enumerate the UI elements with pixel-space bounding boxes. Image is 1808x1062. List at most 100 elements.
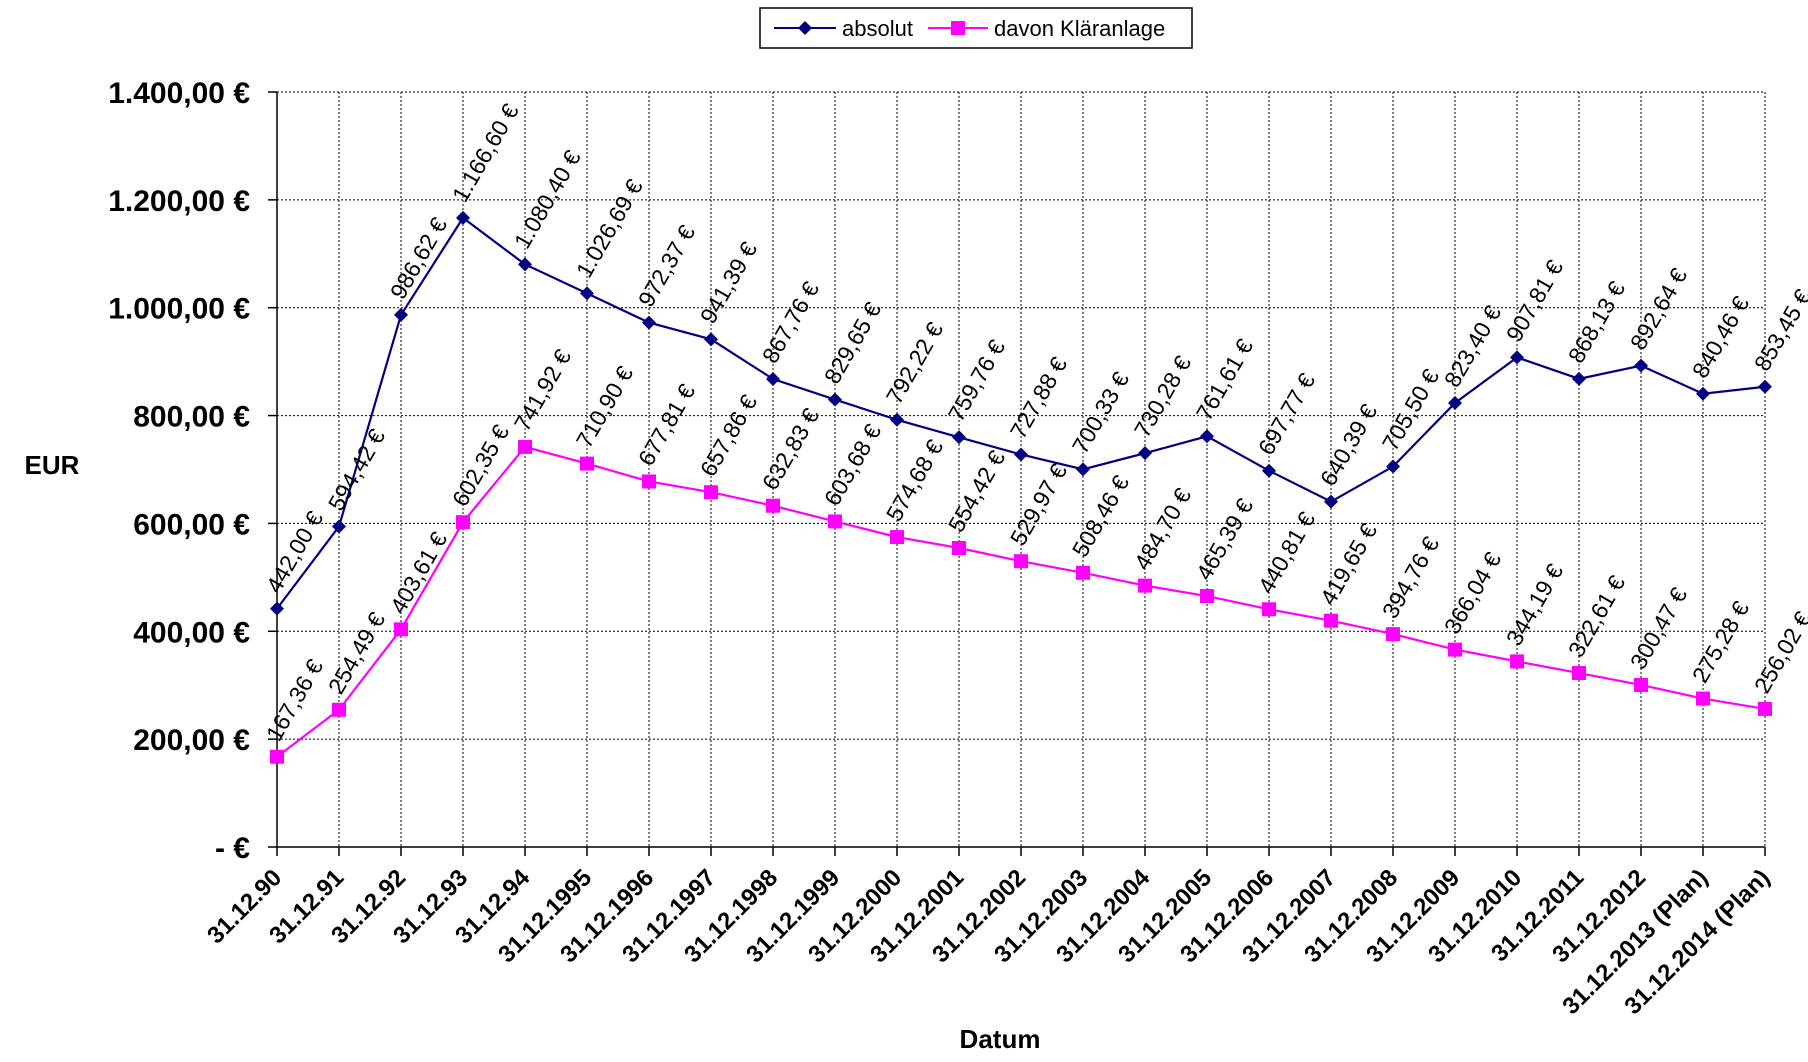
data-point-absolut bbox=[1076, 462, 1090, 477]
data-point-absolut bbox=[332, 519, 346, 534]
data-label-klaeranlage: 254,49 € bbox=[323, 608, 390, 699]
data-label-klaeranlage: 603,68 € bbox=[819, 419, 886, 510]
data-label-absolut: 1.080,40 € bbox=[509, 146, 586, 253]
data-label-absolut: 761,61 € bbox=[1191, 334, 1258, 425]
data-point-absolut bbox=[1200, 429, 1214, 444]
x-axis-title: Datum bbox=[960, 1024, 1041, 1054]
data-point-klaeranlage bbox=[394, 622, 408, 637]
legend-marker-absolut bbox=[798, 21, 812, 35]
data-point-klaeranlage bbox=[890, 530, 904, 545]
data-label-klaeranlage: 344,19 € bbox=[1501, 559, 1568, 650]
data-point-klaeranlage bbox=[766, 498, 780, 513]
axes bbox=[268, 91, 1766, 856]
data-point-absolut bbox=[456, 210, 470, 225]
data-label-absolut: 730,28 € bbox=[1129, 351, 1196, 442]
data-label-klaeranlage: 403,61 € bbox=[385, 527, 452, 618]
data-label-klaeranlage: 602,35 € bbox=[447, 420, 514, 511]
data-point-klaeranlage bbox=[1324, 613, 1338, 628]
y-tick-label: 400,00 € bbox=[133, 616, 250, 649]
data-label-klaeranlage: 465,39 € bbox=[1191, 494, 1258, 585]
legend-label-klaeranlage: davon Kläranlage bbox=[994, 16, 1165, 41]
legend-label-absolut: absolut bbox=[842, 16, 913, 41]
data-point-absolut bbox=[828, 392, 842, 407]
data-label-klaeranlage: 167,36 € bbox=[261, 655, 328, 746]
data-label-klaeranlage: 741,92 € bbox=[509, 345, 576, 436]
data-label-klaeranlage: 394,76 € bbox=[1377, 532, 1444, 623]
data-point-absolut bbox=[1634, 358, 1648, 373]
data-point-klaeranlage bbox=[1262, 602, 1276, 617]
data-label-absolut: 1.026,69 € bbox=[571, 174, 648, 281]
data-point-absolut bbox=[1138, 446, 1152, 461]
data-point-klaeranlage bbox=[1076, 565, 1090, 580]
data-point-absolut bbox=[766, 372, 780, 387]
data-point-absolut bbox=[704, 332, 718, 347]
y-tick-label: 800,00 € bbox=[133, 401, 250, 434]
data-point-klaeranlage bbox=[1448, 642, 1462, 657]
data-label-absolut: 868,13 € bbox=[1563, 277, 1630, 368]
data-point-klaeranlage bbox=[1014, 554, 1028, 569]
data-point-klaeranlage bbox=[456, 515, 470, 530]
data-point-absolut bbox=[270, 601, 284, 616]
data-point-klaeranlage bbox=[642, 474, 656, 489]
data-point-absolut bbox=[1510, 350, 1524, 365]
y-tick-label: 1.200,00 € bbox=[108, 185, 250, 218]
data-point-absolut bbox=[642, 315, 656, 330]
data-label-klaeranlage: 484,70 € bbox=[1129, 483, 1196, 574]
data-label-klaeranlage: 508,46 € bbox=[1067, 471, 1134, 562]
data-label-klaeranlage: 366,04 € bbox=[1439, 547, 1506, 638]
data-point-klaeranlage bbox=[1138, 578, 1152, 593]
data-label-absolut: 700,33 € bbox=[1067, 367, 1134, 458]
data-point-klaeranlage bbox=[1758, 701, 1772, 716]
data-label-absolut: 1.166,60 € bbox=[447, 99, 524, 206]
data-point-klaeranlage bbox=[332, 702, 346, 717]
data-point-klaeranlage bbox=[704, 485, 718, 500]
data-point-absolut bbox=[1572, 371, 1586, 386]
data-label-absolut: 727,88 € bbox=[1005, 352, 1072, 443]
data-point-absolut bbox=[518, 257, 532, 272]
x-tick-labels: 31.12.9031.12.9131.12.9231.12.9331.12.94… bbox=[202, 864, 1775, 1020]
data-label-absolut: 759,76 € bbox=[943, 335, 1010, 426]
data-label-absolut: 892,64 € bbox=[1625, 263, 1692, 354]
data-label-klaeranlage: 632,83 € bbox=[757, 404, 824, 495]
data-point-klaeranlage bbox=[270, 749, 284, 764]
data-point-klaeranlage bbox=[828, 514, 842, 529]
data-point-klaeranlage bbox=[1634, 677, 1648, 692]
data-point-klaeranlage bbox=[1572, 666, 1586, 681]
data-label-absolut: 823,40 € bbox=[1439, 301, 1506, 392]
y-tick-label: 1.000,00 € bbox=[108, 293, 250, 326]
data-label-klaeranlage: 275,28 € bbox=[1687, 596, 1754, 687]
data-label-absolut: 853,45 € bbox=[1749, 285, 1808, 376]
data-label-absolut: 792,22 € bbox=[881, 318, 948, 409]
gridlines bbox=[277, 91, 1766, 847]
data-point-klaeranlage bbox=[518, 439, 532, 454]
data-point-klaeranlage bbox=[1200, 589, 1214, 604]
data-label-absolut: 907,81 € bbox=[1501, 255, 1568, 346]
data-label-absolut: 594,42 € bbox=[323, 424, 390, 515]
data-label-klaeranlage: 419,65 € bbox=[1315, 518, 1382, 609]
data-point-absolut bbox=[1386, 459, 1400, 474]
data-label-klaeranlage: 529,97 € bbox=[1005, 459, 1072, 550]
data-point-absolut bbox=[1448, 395, 1462, 410]
data-label-klaeranlage: 574,68 € bbox=[881, 435, 948, 526]
data-label-absolut: 442,00 € bbox=[261, 506, 328, 597]
data-labels: 442,00 €594,42 € 986,62 € 1.166,60 €1.080,… bbox=[261, 99, 1808, 745]
data-point-klaeranlage bbox=[1696, 691, 1710, 706]
data-label-absolut: 986,62 € bbox=[385, 213, 452, 304]
data-point-absolut bbox=[952, 430, 966, 445]
data-point-absolut bbox=[1324, 494, 1338, 509]
data-label-klaeranlage: 657,86 € bbox=[695, 390, 762, 481]
data-point-absolut bbox=[580, 286, 594, 301]
y-axis-title: EUR bbox=[25, 450, 80, 480]
data-label-absolut: 867,76 € bbox=[757, 277, 824, 368]
data-point-klaeranlage bbox=[1386, 627, 1400, 642]
data-label-klaeranlage: 300,47 € bbox=[1625, 583, 1692, 674]
y-tick-labels: - € 200,00 € 400,00 € 600,00 € 800,00 € 1.000… bbox=[108, 77, 250, 865]
y-tick-label: 200,00 € bbox=[133, 724, 250, 757]
data-point-klaeranlage bbox=[1510, 654, 1524, 669]
data-point-absolut bbox=[890, 412, 904, 427]
data-point-klaeranlage bbox=[952, 541, 966, 556]
legend-marker-klaeranlage bbox=[951, 21, 965, 35]
data-label-klaeranlage: 710,90 € bbox=[571, 361, 638, 452]
data-label-klaeranlage: 322,61 € bbox=[1563, 571, 1630, 662]
